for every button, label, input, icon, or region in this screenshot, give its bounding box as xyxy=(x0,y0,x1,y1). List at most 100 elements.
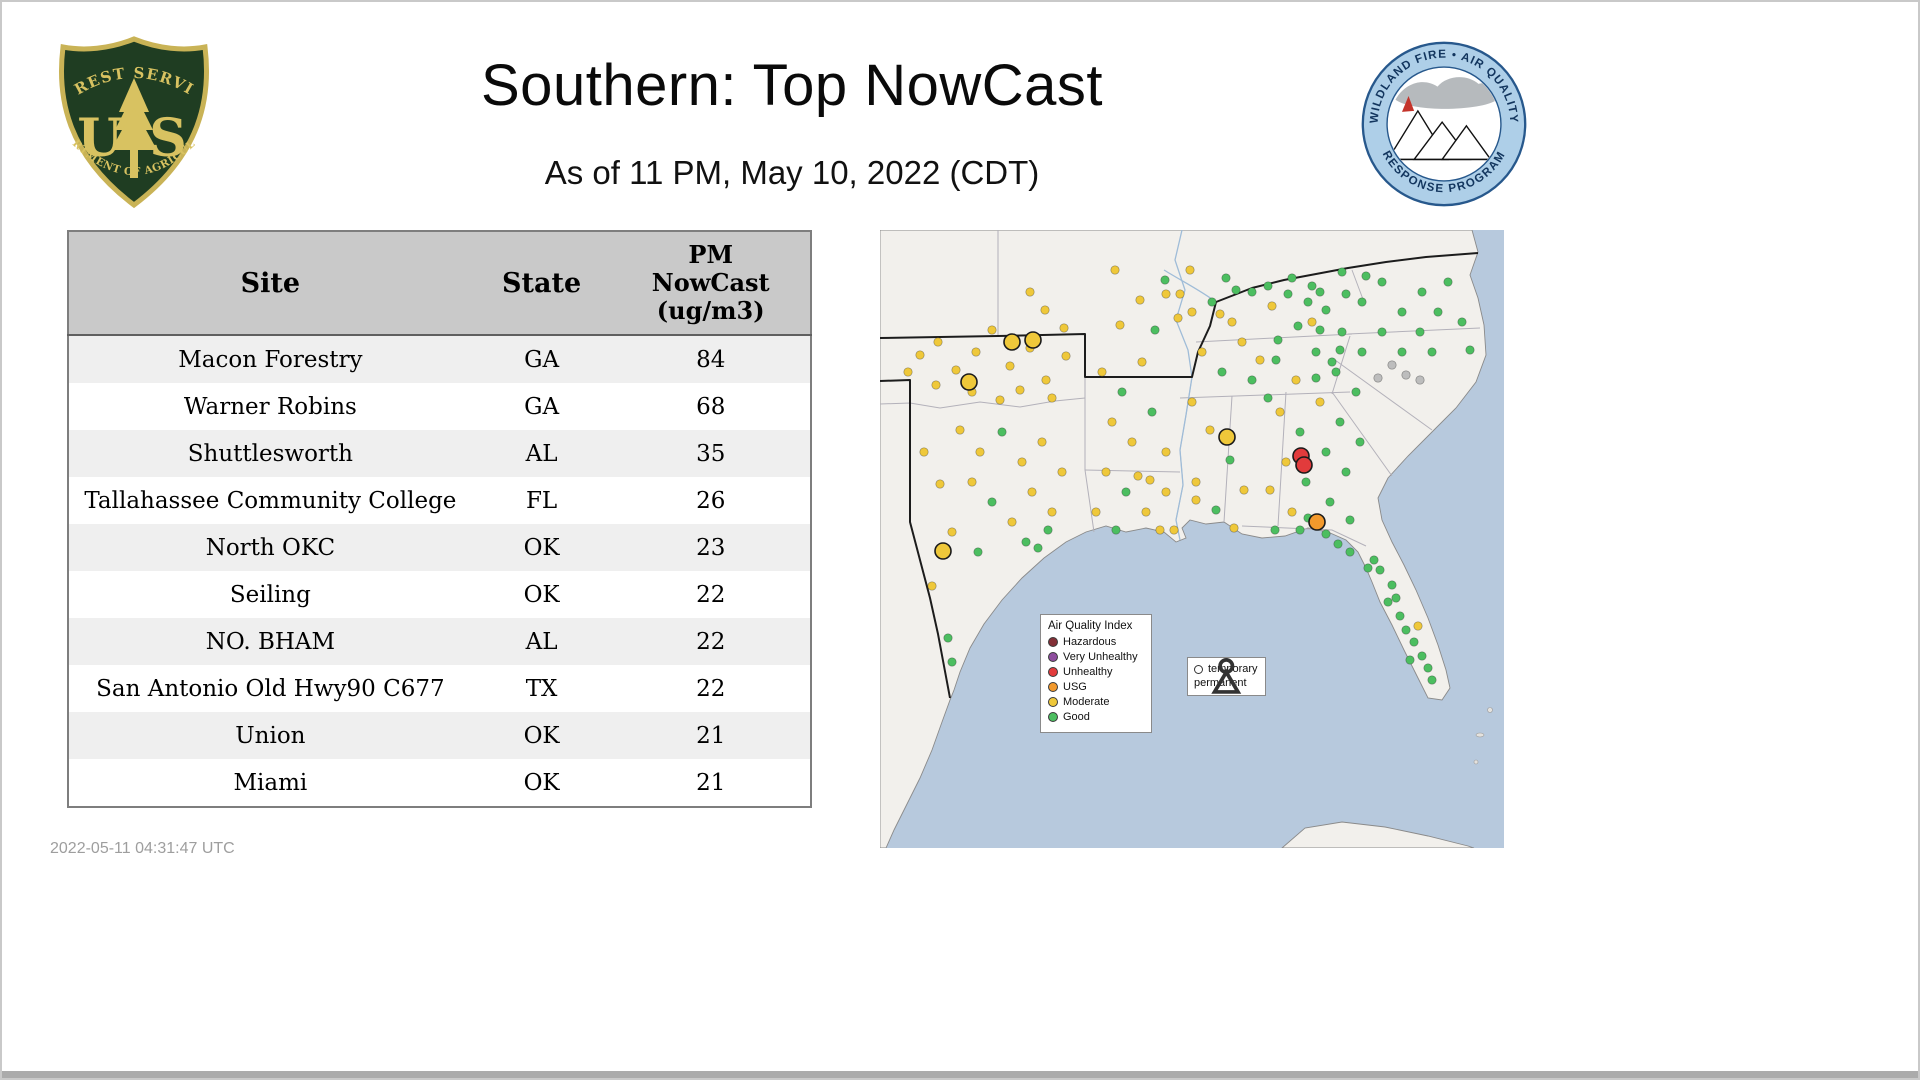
monitor-dot-moderate xyxy=(1291,375,1301,385)
state-cell: TX xyxy=(525,675,558,702)
table-row: Miami OK 21 xyxy=(68,759,811,807)
monitor-dot-good xyxy=(1327,357,1337,367)
aqi-map: Air Quality Index Hazardous Very Unhealth… xyxy=(880,230,1504,848)
nowcast-table: Site State PM NowCast (ug/m3) Macon Fore… xyxy=(67,230,812,808)
table-row: NO. BHAM AL 22 xyxy=(68,618,811,665)
monitor-dot-good xyxy=(1303,297,1313,307)
monitor-dot-moderate xyxy=(1175,289,1185,299)
monitor-dot-moderate xyxy=(1007,517,1017,527)
monitor-dot-moderate xyxy=(1037,437,1047,447)
monitor-dot-good xyxy=(1150,325,1160,335)
monitor-dot-moderate xyxy=(1110,265,1120,275)
monitor-dot-moderate xyxy=(951,365,961,375)
monitor-dot-moderate xyxy=(1185,265,1195,275)
monitor-dot-good xyxy=(1147,407,1157,417)
monitor-dot-moderate xyxy=(1137,357,1147,367)
monitor-dot-good xyxy=(1295,525,1305,535)
table-row: San Antonio Old Hwy90 C677 TX 22 xyxy=(68,665,811,712)
monitor-dot-moderate xyxy=(1187,307,1197,317)
site-cell: Shuttlesworth xyxy=(187,440,353,467)
forest-service-logo: FOREST SERVICE U S DEPARTMENT OF AGRICUL… xyxy=(54,34,210,209)
aqi-legend-item: Hazardous xyxy=(1048,636,1145,648)
monitor-dot-good xyxy=(1325,497,1335,507)
map-island xyxy=(1475,732,1485,738)
pine-tree-icon xyxy=(111,78,157,178)
site-cell: North OKC xyxy=(205,534,336,561)
monitor-dot-moderate xyxy=(1025,287,1035,297)
monitor-dot-moderate xyxy=(934,542,952,560)
monitor-dot-usg xyxy=(1308,513,1326,531)
table-row: Union OK 21 xyxy=(68,712,811,759)
monitor-dot-moderate xyxy=(1307,317,1317,327)
monitor-dot-good xyxy=(947,657,957,667)
monitor-dot-good xyxy=(1117,387,1127,397)
page-title: Southern: Top NowCast xyxy=(481,53,1103,118)
monitor-dot-moderate xyxy=(971,347,981,357)
monitor-dot-good xyxy=(1417,651,1427,661)
monitor-dot-good xyxy=(1383,597,1393,607)
col-header-pm-nowcast: PM NowCast (ug/m3) xyxy=(611,231,811,336)
monitor-dot-moderate xyxy=(1027,487,1037,497)
monitor-dot-good xyxy=(1321,529,1331,539)
aqi-legend-items: Hazardous Very Unhealthy Unhealthy USG Moder… xyxy=(1048,636,1145,723)
monitor-dot-moderate xyxy=(931,380,941,390)
map-island-cuba xyxy=(1281,821,1475,848)
monitor-dot-good xyxy=(1287,273,1297,283)
monitor-dot-moderate xyxy=(1237,337,1247,347)
state-cell: OK xyxy=(523,581,560,608)
monitor-dot-moderate xyxy=(1255,355,1265,365)
monitor-dot-good xyxy=(943,633,953,643)
monitor-dot-good xyxy=(1331,367,1341,377)
monitor-dot-good xyxy=(1033,543,1043,553)
site-cell: Miami xyxy=(233,769,308,796)
map-island xyxy=(1473,759,1479,765)
aqi-legend-label: Very Unhealthy xyxy=(1063,651,1138,663)
site-cell: Warner Robins xyxy=(183,393,357,420)
monitor-dot-good xyxy=(1121,487,1131,497)
smoke-icon xyxy=(1395,77,1498,109)
monitor-dot-good xyxy=(1369,555,1379,565)
aqi-legend-item: USG xyxy=(1048,681,1145,693)
monitor-dot-moderate xyxy=(1047,507,1057,517)
monitor-dot-good xyxy=(1357,347,1367,357)
monitor-dot-good xyxy=(1427,675,1437,685)
monitor-dot-good xyxy=(1357,297,1367,307)
aqi-legend-label: Moderate xyxy=(1063,696,1110,708)
monitor-dot-moderate xyxy=(987,325,997,335)
monitor-dot-good xyxy=(1247,375,1257,385)
monitor-dot-moderate xyxy=(1145,475,1155,485)
monitor-dot-moderate xyxy=(1287,507,1297,517)
monitor-dot-moderate xyxy=(935,479,945,489)
monitor-dot-good xyxy=(1341,289,1351,299)
good-swatch xyxy=(1048,712,1058,722)
monitor-dot-moderate xyxy=(1003,333,1021,351)
aqi-legend-item: Unhealthy xyxy=(1048,666,1145,678)
table-row: Macon Forestry GA 84 xyxy=(68,335,811,383)
monitor-dot-moderate xyxy=(955,425,965,435)
monitor-dot-good xyxy=(1423,663,1433,673)
monitor-dot-good xyxy=(1270,525,1280,535)
site-cell: Macon Forestry xyxy=(178,346,363,373)
monitor-dot-good xyxy=(1337,327,1347,337)
monitor-dot-good xyxy=(1207,297,1217,307)
aqi-legend-item: Good xyxy=(1048,711,1145,723)
monitor-dot-good xyxy=(987,497,997,507)
usg-swatch xyxy=(1048,682,1058,692)
monitor-dot-moderate xyxy=(927,581,937,591)
monitor-dot-moderate xyxy=(903,367,913,377)
monitor-dot-moderate xyxy=(967,477,977,487)
monitor-dot-moderate xyxy=(1141,507,1151,517)
monitor-dot-moderate xyxy=(1315,397,1325,407)
mountains-icon xyxy=(1388,109,1493,161)
monitor-dot-moderate xyxy=(1227,317,1237,327)
monitor-dot-moderate xyxy=(1215,309,1225,319)
monitor-dot-good xyxy=(1427,347,1437,357)
monitor-dot-moderate xyxy=(1275,407,1285,417)
value-cell: 21 xyxy=(696,769,726,796)
monitor-dot-moderate xyxy=(1169,525,1179,535)
monitor-dot-moderate xyxy=(1017,457,1027,467)
state-cell: OK xyxy=(523,534,560,561)
permanent-marker-icon xyxy=(1211,658,1242,694)
monitor-dot-moderate xyxy=(1091,507,1101,517)
monitor-dot-good xyxy=(1355,437,1365,447)
